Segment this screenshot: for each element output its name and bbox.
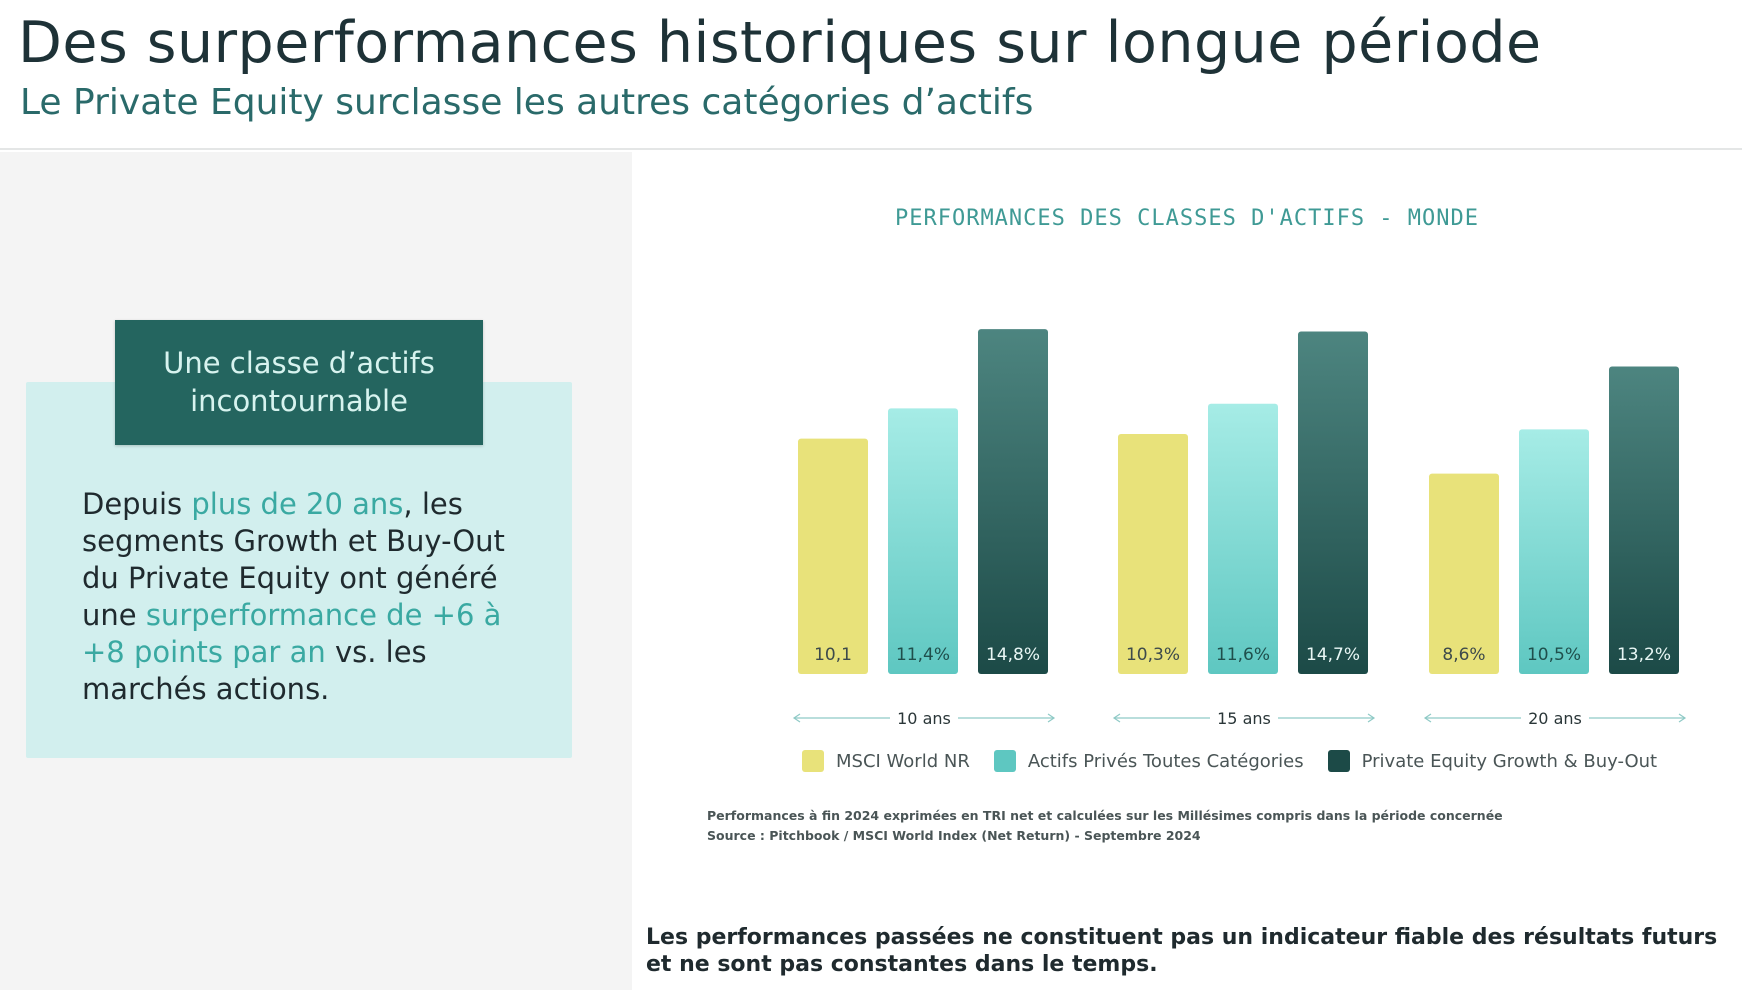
card-text-part2: , les segments Growth et Buy-Out du Priv…	[82, 487, 505, 632]
page-header: Des surperformances historiques sur long…	[0, 0, 1742, 150]
period-arrowhead	[792, 713, 801, 723]
bar-label-actifs-prives: 11,4%	[896, 645, 950, 665]
legend-swatch-msci	[802, 750, 824, 772]
disclaimer-line2: et ne sont pas constantes dans le temps.	[646, 952, 1158, 977]
disclaimer: Les performances passées ne constituent …	[646, 924, 1717, 978]
card-text-highlight1: plus de 20 ans	[191, 487, 404, 521]
disclaimer-line1: Les performances passées ne constituent …	[646, 925, 1718, 950]
legend-swatch-private-equity	[1327, 750, 1350, 772]
legend-item-msci: MSCI World NR	[802, 750, 970, 772]
bar-label-actifs-prives: 11,6%	[1216, 645, 1270, 665]
legend-label-msci: MSCI World NR	[836, 750, 970, 772]
bar-actifs-prives-10-ans	[888, 408, 958, 674]
period-label-bg	[890, 706, 958, 730]
period-arrowhead	[1367, 713, 1376, 723]
bar-label-private-equity: 14,7%	[1306, 645, 1360, 665]
bar-msci-10-ans	[798, 438, 868, 674]
bar-label-private-equity: 13,2%	[1617, 645, 1671, 665]
card-text: Depuis plus de 20 ans, les segments Grow…	[82, 486, 542, 708]
bar-private-equity-10-ans	[978, 329, 1048, 674]
left-panel: Une classe d’actifs incontournable Depui…	[0, 152, 632, 990]
bar-label-msci: 8,6%	[1442, 645, 1485, 665]
category-label: 15 ans	[1217, 709, 1271, 728]
legend-swatch-actifs-prives	[993, 750, 1016, 772]
bar-private-equity-20-ans	[1609, 366, 1679, 674]
period-label-bg	[1521, 706, 1589, 730]
chart-title: PERFORMANCES DES CLASSES D'ACTIFS - MOND…	[894, 206, 1480, 231]
category-label: 10 ans	[897, 709, 951, 728]
legend-label-actifs-prives: Actifs Privés Toutes Catégories	[1027, 750, 1304, 772]
card-tag-line1: Une classe d’actifs	[163, 346, 435, 380]
period-label-bg	[1210, 706, 1278, 730]
page-subtitle: Le Private Equity surclasse les autres c…	[20, 82, 1034, 123]
bar-msci-20-ans	[1429, 473, 1499, 674]
bar-label-msci: 10,1	[814, 645, 852, 665]
chart-legend: MSCI World NR Actifs Privés Toutes Catég…	[802, 750, 1681, 772]
legend-label-private-equity: Private Equity Growth & Buy-Out	[1361, 750, 1658, 772]
card-text-part3: vs. les marchés actions.	[82, 635, 427, 706]
legend-item-private-equity: Private Equity Growth & Buy-Out	[1327, 750, 1658, 772]
period-arrowhead	[1112, 713, 1121, 723]
bar-label-private-equity: 14,8%	[986, 645, 1040, 665]
bar-msci-15-ans	[1118, 434, 1188, 674]
card-text-part1: Depuis	[82, 487, 192, 521]
period-arrowhead	[1678, 713, 1687, 723]
bar-label-actifs-prives: 10,5%	[1527, 645, 1581, 665]
bar-private-equity-15-ans	[1298, 331, 1368, 674]
card-tag-line2: incontournable	[190, 384, 408, 418]
legend-item-actifs-prives: Actifs Privés Toutes Catégories	[993, 750, 1304, 772]
page-title: Des surperformances historiques sur long…	[18, 10, 1542, 76]
bar-actifs-prives-15-ans	[1208, 403, 1278, 674]
note-source: Source : Pitchbook / MSCI World Index (N…	[707, 828, 1201, 843]
card-text-highlight2: surperformance de +6 à +8 points par an	[82, 598, 502, 669]
card-tag: Une classe d’actifs incontournable	[115, 320, 483, 445]
chart-note: Performances à fin 2024 exprimées en TRI…	[707, 806, 1503, 846]
chart-area: PERFORMANCES DES CLASSES D'ACTIFS - MOND…	[632, 152, 1742, 990]
period-arrowhead	[1423, 713, 1432, 723]
period-arrowhead	[1047, 713, 1056, 723]
bar-actifs-prives-20-ans	[1519, 429, 1589, 674]
bar-label-msci: 10,3%	[1126, 645, 1180, 665]
category-label: 20 ans	[1528, 709, 1582, 728]
bar-chart: 10,1 11,4% 14,8% 10,3% 11,6% 14,7% 8,6% 10,5% 13…	[792, 329, 1687, 730]
note-line1: Performances à fin 2024 exprimées en TRI…	[707, 808, 1503, 823]
